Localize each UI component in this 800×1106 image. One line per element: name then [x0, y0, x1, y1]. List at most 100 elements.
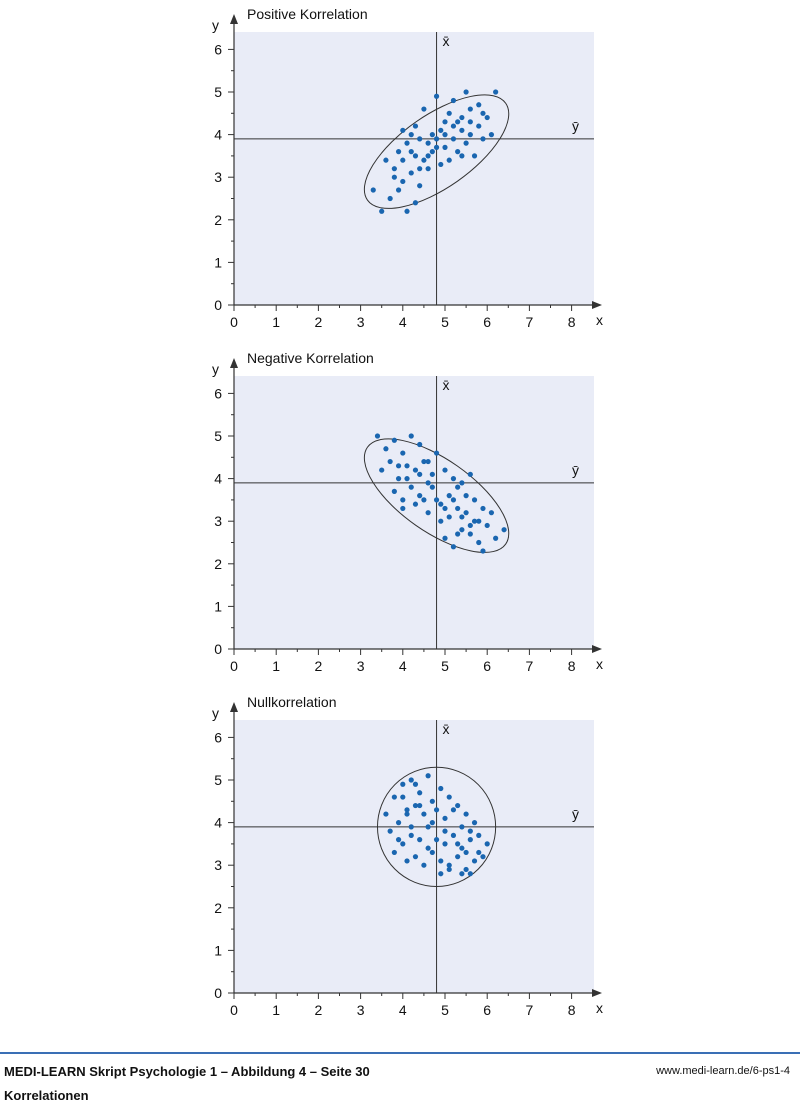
- data-point: [450, 832, 457, 838]
- y-tick-label: 3: [214, 857, 222, 873]
- x-tick-label: 7: [526, 314, 534, 330]
- y-tick-label: 2: [214, 556, 222, 572]
- data-point: [455, 802, 461, 809]
- data-point: [400, 794, 406, 800]
- data-point: [395, 187, 402, 193]
- y-tick-label: 4: [214, 471, 222, 487]
- data-point: [467, 106, 473, 112]
- data-point: [383, 446, 389, 452]
- data-point: [400, 157, 406, 163]
- mean-x-label: x̄: [443, 377, 450, 393]
- data-point: [484, 841, 490, 847]
- data-point: [488, 132, 495, 138]
- y-tick-label: 5: [214, 84, 222, 100]
- data-point: [450, 123, 457, 129]
- data-point: [387, 195, 393, 202]
- data-point: [459, 824, 465, 830]
- data-point: [429, 820, 435, 826]
- data-point: [442, 144, 448, 150]
- x-tick-label: 3: [357, 658, 365, 674]
- data-point: [417, 183, 423, 189]
- y-tick-label: 1: [214, 942, 222, 958]
- footer-url: www.medi-learn.de/6-ps1-4: [656, 1065, 790, 1077]
- data-point: [412, 123, 419, 129]
- cluster-ellipse: [363, 438, 510, 553]
- data-point: [433, 497, 440, 503]
- mean-x-label: x̄: [443, 721, 450, 737]
- x-tick-label: 6: [483, 314, 491, 330]
- data-point: [446, 493, 452, 499]
- y-axis-arrow: [230, 358, 238, 368]
- x-axis-arrow: [592, 301, 602, 309]
- y-tick-label: 0: [214, 985, 222, 1001]
- y-tick-label: 5: [214, 772, 222, 788]
- x-tick-label: 6: [483, 658, 491, 674]
- data-point: [463, 89, 469, 95]
- x-axis-label: x: [596, 1000, 603, 1016]
- data-point: [450, 544, 457, 550]
- data-point: [455, 505, 461, 512]
- data-point: [395, 820, 402, 826]
- y-tick-label: 0: [214, 641, 222, 657]
- data-point: [450, 136, 457, 142]
- data-point: [412, 781, 419, 787]
- data-point: [459, 514, 465, 520]
- data-point: [455, 149, 461, 155]
- data-point: [408, 484, 414, 490]
- data-point: [391, 174, 397, 180]
- x-tick-label: 4: [399, 658, 407, 674]
- x-tick-label: 0: [230, 658, 238, 674]
- data-point: [455, 119, 461, 125]
- data-point: [429, 471, 435, 477]
- data-point: [438, 161, 444, 168]
- data-point: [400, 505, 406, 512]
- data-point: [395, 837, 402, 843]
- scatter-chart-3: Nullkorrelation x y 0 1 2 3 4 5 6 7 8 0 1 2 3 4 5 6 x̄ ȳ: [212, 694, 603, 1018]
- data-point: [417, 493, 423, 499]
- data-point: [408, 132, 414, 138]
- data-point: [417, 166, 423, 172]
- data-point: [391, 437, 397, 443]
- data-point: [417, 471, 423, 477]
- data-point: [459, 153, 465, 159]
- data-point: [429, 798, 435, 804]
- data-point: [467, 522, 473, 529]
- data-point: [446, 866, 452, 873]
- data-point: [433, 93, 440, 99]
- chart-title: Negative Korrelation: [247, 350, 374, 366]
- data-point: [463, 866, 469, 873]
- x-axis-arrow: [592, 645, 602, 653]
- data-point: [471, 497, 478, 503]
- data-point: [463, 849, 469, 856]
- data-point: [450, 476, 457, 482]
- x-tick-label: 5: [441, 658, 449, 674]
- data-point: [391, 488, 397, 494]
- data-point: [417, 790, 423, 796]
- data-point: [442, 828, 448, 834]
- x-tick-label: 6: [483, 1002, 491, 1018]
- x-tick-label: 1: [272, 1002, 280, 1018]
- data-point: [404, 807, 410, 813]
- data-point: [480, 110, 486, 116]
- cluster-ellipse: [376, 766, 497, 887]
- data-point: [417, 802, 423, 809]
- y-axis-label: y: [212, 361, 219, 377]
- data-point: [404, 463, 410, 469]
- data-point: [412, 153, 419, 159]
- data-point: [400, 781, 406, 787]
- mean-y-label: ȳ: [572, 462, 579, 478]
- data-point: [408, 777, 414, 783]
- data-point: [471, 518, 478, 524]
- data-point: [404, 140, 410, 146]
- y-tick-label: 6: [214, 729, 222, 745]
- data-point: [442, 119, 448, 125]
- data-point: [467, 119, 473, 125]
- plot-background: [234, 376, 594, 649]
- data-point: [383, 811, 389, 817]
- y-tick-label: 1: [214, 254, 222, 270]
- data-point: [425, 510, 431, 516]
- data-point: [391, 849, 397, 856]
- data-point: [391, 794, 397, 800]
- y-tick-label: 6: [214, 41, 222, 57]
- footer-divider: [0, 1052, 800, 1054]
